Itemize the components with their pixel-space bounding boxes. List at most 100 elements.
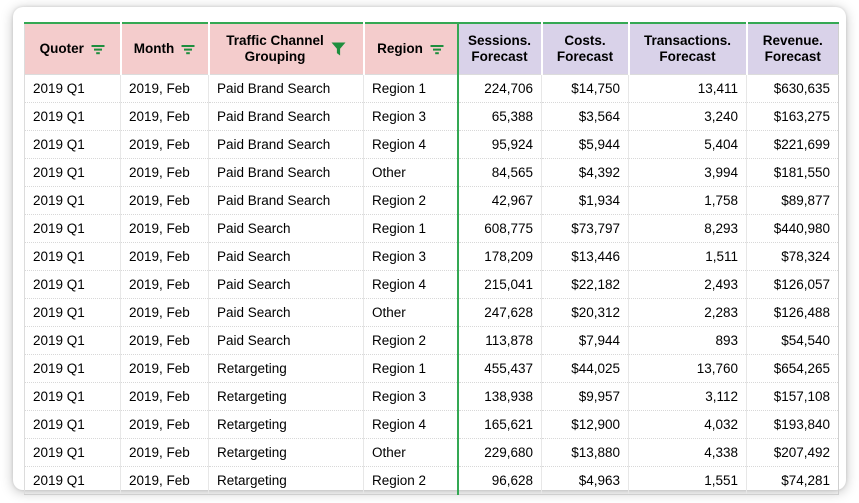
column-header-quoter[interactable]: Quoter [24,22,122,75]
cell-revenue[interactable]: $126,488 [746,298,839,327]
cell-quoter[interactable]: 2019 Q1 [24,130,121,159]
cell-month[interactable]: 2019, Feb [120,270,209,299]
cell-region[interactable]: Region 4 [363,410,458,439]
cell-sessions[interactable]: 455,437 [456,354,542,383]
cell-quoter[interactable]: 2019 Q1 [24,438,121,467]
column-header-month[interactable]: Month [120,22,210,75]
cell-channel[interactable]: Paid Brand Search [208,102,364,131]
cell-costs[interactable]: $1,934 [541,186,629,215]
cell-revenue[interactable]: $89,877 [746,186,839,215]
cell-channel[interactable]: Paid Search [208,270,364,299]
cell-costs[interactable]: $13,446 [541,242,629,271]
cell-month[interactable]: 2019, Feb [120,438,209,467]
cell-sessions[interactable]: 138,938 [456,382,542,411]
cell-costs[interactable]: $22,182 [541,270,629,299]
cell-revenue[interactable]: $630,635 [746,74,839,103]
cell-channel[interactable]: Paid Brand Search [208,158,364,187]
cell-transactions[interactable]: 8,293 [628,214,747,243]
cell-region[interactable]: Region 4 [363,130,458,159]
cell-channel[interactable]: Paid Brand Search [208,74,364,103]
cell-region[interactable]: Region 2 [363,186,458,215]
cell-month[interactable]: 2019, Feb [120,214,209,243]
cell-quoter[interactable]: 2019 Q1 [24,298,121,327]
cell-month[interactable]: 2019, Feb [120,326,209,355]
cell-channel[interactable]: Paid Brand Search [208,130,364,159]
filter-funnel-icon[interactable] [331,42,346,56]
cell-transactions[interactable]: 3,112 [628,382,747,411]
cell-sessions[interactable]: 229,680 [456,438,542,467]
cell-region[interactable]: Region 3 [363,102,458,131]
cell-month[interactable]: 2019, Feb [120,466,209,495]
cell-revenue[interactable]: $74,281 [746,466,839,495]
cell-region[interactable]: Other [363,438,458,467]
cell-region[interactable]: Region 1 [363,354,458,383]
cell-sessions[interactable]: 65,388 [456,102,542,131]
cell-costs[interactable]: $14,750 [541,74,629,103]
cell-transactions[interactable]: 1,511 [628,242,747,271]
cell-transactions[interactable]: 1,551 [628,466,747,495]
cell-channel[interactable]: Paid Search [208,326,364,355]
cell-transactions[interactable]: 1,758 [628,186,747,215]
column-header-traffic-channel-grouping[interactable]: Traffic Channel Grouping [208,22,365,75]
cell-region[interactable]: Region 1 [363,74,458,103]
cell-quoter[interactable]: 2019 Q1 [24,242,121,271]
cell-quoter[interactable]: 2019 Q1 [24,354,121,383]
cell-transactions[interactable]: 13,760 [628,354,747,383]
cell-channel[interactable]: Retargeting [208,354,364,383]
cell-channel[interactable]: Paid Search [208,298,364,327]
cell-quoter[interactable]: 2019 Q1 [24,158,121,187]
cell-costs[interactable]: $5,944 [541,130,629,159]
cell-quoter[interactable]: 2019 Q1 [24,214,121,243]
cell-sessions[interactable]: 95,924 [456,130,542,159]
cell-revenue[interactable]: $193,840 [746,410,839,439]
cell-channel[interactable]: Paid Search [208,242,364,271]
cell-sessions[interactable]: 96,628 [456,466,542,495]
cell-sessions[interactable]: 215,041 [456,270,542,299]
filter-lines-icon[interactable] [181,44,195,55]
cell-transactions[interactable]: 4,032 [628,410,747,439]
cell-transactions[interactable]: 3,240 [628,102,747,131]
cell-transactions[interactable]: 13,411 [628,74,747,103]
cell-revenue[interactable]: $157,108 [746,382,839,411]
cell-region[interactable]: Region 3 [363,382,458,411]
cell-month[interactable]: 2019, Feb [120,102,209,131]
cell-region[interactable]: Other [363,298,458,327]
cell-quoter[interactable]: 2019 Q1 [24,74,121,103]
cell-costs[interactable]: $7,944 [541,326,629,355]
cell-costs[interactable]: $13,880 [541,438,629,467]
cell-sessions[interactable]: 178,209 [456,242,542,271]
cell-quoter[interactable]: 2019 Q1 [24,410,121,439]
cell-costs[interactable]: $73,797 [541,214,629,243]
cell-month[interactable]: 2019, Feb [120,410,209,439]
column-header-costs-forecast[interactable]: Costs. Forecast [541,22,630,75]
cell-revenue[interactable]: $78,324 [746,242,839,271]
cell-region[interactable]: Region 2 [363,466,458,495]
cell-revenue[interactable]: $163,275 [746,102,839,131]
column-header-sessions-forecast[interactable]: Sessions. Forecast [456,22,543,75]
cell-channel[interactable]: Paid Search [208,214,364,243]
cell-channel[interactable]: Retargeting [208,466,364,495]
cell-channel[interactable]: Retargeting [208,410,364,439]
cell-sessions[interactable]: 224,706 [456,74,542,103]
cell-quoter[interactable]: 2019 Q1 [24,466,121,495]
cell-region[interactable]: Region 2 [363,326,458,355]
cell-revenue[interactable]: $221,699 [746,130,839,159]
filter-lines-icon[interactable] [91,44,105,55]
cell-quoter[interactable]: 2019 Q1 [24,326,121,355]
cell-month[interactable]: 2019, Feb [120,382,209,411]
cell-revenue[interactable]: $181,550 [746,158,839,187]
cell-region[interactable]: Other [363,158,458,187]
cell-revenue[interactable]: $654,265 [746,354,839,383]
cell-region[interactable]: Region 4 [363,270,458,299]
cell-quoter[interactable]: 2019 Q1 [24,270,121,299]
cell-transactions[interactable]: 5,404 [628,130,747,159]
cell-costs[interactable]: $20,312 [541,298,629,327]
cell-sessions[interactable]: 247,628 [456,298,542,327]
cell-revenue[interactable]: $54,540 [746,326,839,355]
cell-channel[interactable]: Retargeting [208,382,364,411]
cell-transactions[interactable]: 2,283 [628,298,747,327]
cell-sessions[interactable]: 84,565 [456,158,542,187]
cell-transactions[interactable]: 3,994 [628,158,747,187]
cell-costs[interactable]: $44,025 [541,354,629,383]
cell-transactions[interactable]: 2,493 [628,270,747,299]
